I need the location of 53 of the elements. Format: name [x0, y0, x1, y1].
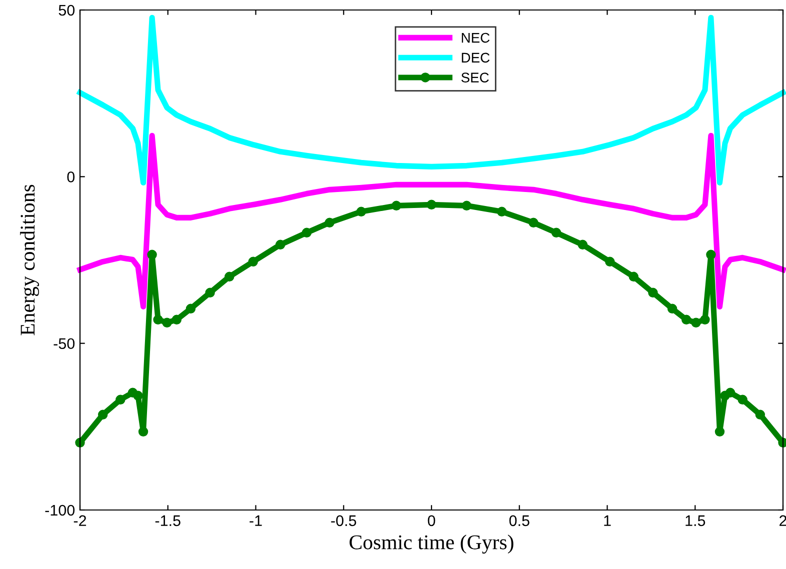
- point: [426, 200, 436, 210]
- y-tick-label: 0: [67, 172, 75, 182]
- point: [462, 200, 472, 211]
- point: [391, 200, 402, 211]
- y-tick-label: 50: [58, 4, 75, 16]
- legend-label: DEC: [462, 52, 490, 63]
- point: [605, 256, 615, 267]
- x-tick-label: 2: [780, 515, 786, 526]
- point: [628, 272, 638, 282]
- point: [700, 314, 710, 325]
- point: [738, 394, 748, 405]
- point: [725, 388, 736, 398]
- point: [324, 218, 334, 228]
- x-tick-label: -1.5: [155, 515, 180, 526]
- point: [356, 206, 366, 217]
- point: [648, 288, 658, 298]
- point: [116, 394, 126, 405]
- y-tick-label: -100: [45, 504, 75, 516]
- x-tick-label: -0.5: [331, 515, 356, 526]
- point: [172, 314, 182, 325]
- point: [153, 314, 163, 325]
- point: [755, 410, 766, 420]
- point: [205, 288, 215, 298]
- point: [578, 240, 588, 250]
- point: [302, 228, 312, 238]
- point: [133, 390, 143, 401]
- y-tick-label: -50: [54, 338, 75, 350]
- point: [496, 206, 507, 217]
- point: [528, 218, 538, 228]
- point: [186, 304, 196, 314]
- point: [248, 256, 258, 267]
- point: [714, 426, 725, 437]
- point: [706, 250, 716, 260]
- point: [98, 410, 108, 420]
- x-tick-label: 1: [604, 515, 611, 526]
- x-tick-label: 0.5: [509, 515, 530, 526]
- x-tick-label: -1: [250, 515, 262, 526]
- y-axis-title: Energy conditions: [20, 184, 40, 336]
- point: [681, 314, 692, 325]
- point: [691, 318, 701, 328]
- point: [667, 304, 678, 314]
- x-tick-label: 0: [428, 515, 436, 526]
- legend-label: NEC: [462, 32, 490, 43]
- point: [275, 240, 286, 250]
- point: [162, 318, 172, 328]
- x-tick-label: -2: [74, 515, 86, 526]
- point: [551, 228, 562, 238]
- point: [147, 250, 157, 260]
- point: [224, 272, 234, 282]
- legend-label: SEC: [461, 72, 489, 82]
- x-tick-label: 1.5: [686, 515, 706, 526]
- point: [138, 426, 148, 437]
- x-axis-title: Cosmic time (Gyrs): [350, 534, 514, 554]
